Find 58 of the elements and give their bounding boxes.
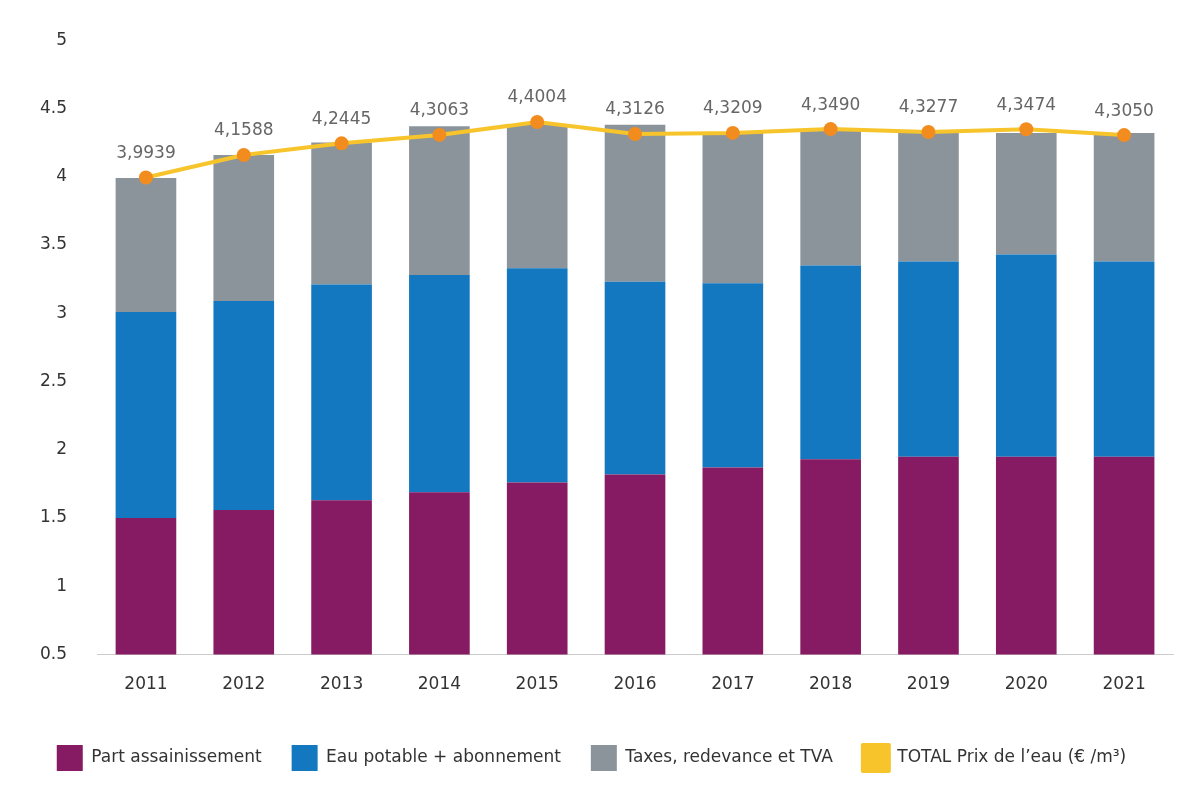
point <box>628 127 643 142</box>
y-tick-label: 4 <box>56 165 68 186</box>
point <box>236 148 251 163</box>
data-label: 4,3209 <box>703 97 763 118</box>
x-tick-label: 2012 <box>222 673 266 694</box>
data-label: 4,3126 <box>605 98 665 119</box>
data-label: 4,3063 <box>409 99 470 120</box>
bar <box>409 126 470 276</box>
y-tick-label: 5 <box>56 28 68 49</box>
legend-label: TOTAL Prix de l’eau (€ /m³) <box>896 746 1127 767</box>
bar <box>995 133 1057 255</box>
bar <box>115 178 177 312</box>
y-tick-label: 1 <box>56 574 68 595</box>
bar <box>800 130 861 266</box>
bar <box>506 124 568 269</box>
legend-label: Taxes, redevance et TVA <box>624 746 834 767</box>
data-label: 4,3050 <box>1094 99 1154 120</box>
x-tick-label: 2021 <box>1102 673 1146 694</box>
x-tick-label: 2020 <box>1004 673 1048 694</box>
legend-label: Eau potable + abonnement <box>326 746 562 767</box>
point <box>530 115 545 130</box>
data-label: 4,3277 <box>898 96 959 117</box>
data-label: 4,2445 <box>311 107 372 128</box>
data-label: 4,3474 <box>996 93 1057 114</box>
y-tick-label: 3.5 <box>39 233 68 254</box>
bar <box>213 154 275 301</box>
y-tick-label: 0.5 <box>39 643 68 664</box>
legend-label: Part assainissement <box>91 746 262 767</box>
bar <box>898 133 959 262</box>
point <box>1117 128 1132 143</box>
data-label: 3,9939 <box>116 141 176 162</box>
x-tick-label: 2016 <box>613 673 657 694</box>
point <box>1019 122 1034 137</box>
y-tick-label: 1.5 <box>39 506 68 527</box>
data-label: 4,1588 <box>214 119 274 140</box>
y-tick-label: 2.5 <box>39 369 68 390</box>
bar <box>604 124 666 282</box>
x-tick-label: 2014 <box>417 673 462 694</box>
x-tick-label: 2011 <box>124 673 168 694</box>
data-label: 4,3490 <box>800 93 861 114</box>
x-tick-label: 2019 <box>906 673 951 694</box>
x-tick-label: 2013 <box>319 673 364 694</box>
point <box>432 127 447 142</box>
point <box>334 136 349 151</box>
bar <box>702 133 764 284</box>
point <box>823 122 838 137</box>
y-tick-label: 4.5 <box>39 96 68 117</box>
point <box>725 125 740 140</box>
data-label: 4,4004 <box>507 86 567 107</box>
point <box>138 170 153 185</box>
bar <box>311 142 372 285</box>
point <box>921 124 936 139</box>
x-tick-label: 2018 <box>809 673 853 694</box>
y-tick-label: 2 <box>56 438 68 459</box>
bar <box>1093 133 1155 262</box>
x-tick-label: 2015 <box>515 673 559 694</box>
x-tick-label: 2017 <box>711 673 755 694</box>
y-tick-label: 3 <box>56 301 68 322</box>
